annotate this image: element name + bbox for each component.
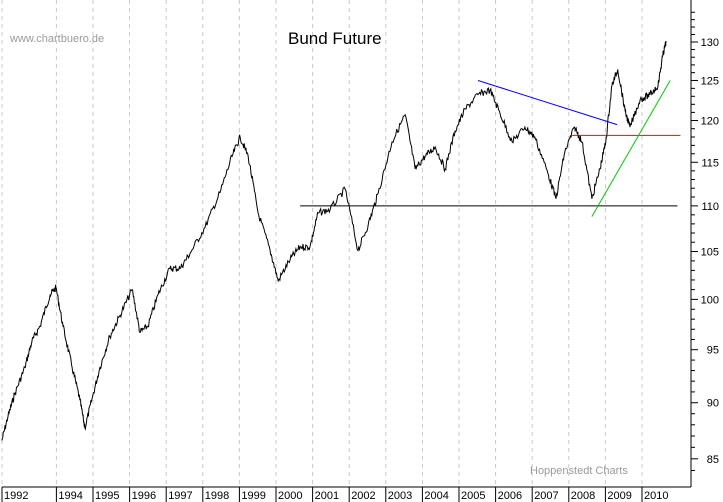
x-tick-label: 1996: [132, 490, 156, 502]
x-axis-labels: 1992 1994 1995 1996 1997 1998 1999 2000 2001 2002…: [1, 487, 668, 502]
year-grid: [1, 0, 643, 487]
watermark-top: www.chartbuero.de: [9, 33, 104, 45]
x-tick-label: 1997: [168, 490, 192, 502]
y-tick-label: 125: [701, 75, 719, 87]
x-tick-label: 2010: [644, 490, 668, 502]
x-tick-label: 2008: [571, 490, 595, 502]
x-tick-label: 1999: [241, 490, 265, 502]
y-tick-label: 115: [701, 157, 719, 169]
x-tick-label: 1994: [58, 490, 82, 502]
y-tick-label: 130: [701, 37, 719, 49]
x-tick-label: 2002: [351, 490, 375, 502]
x-tick-label: 2001: [315, 490, 339, 502]
x-tick-label: 2007: [534, 490, 558, 502]
y-tick-label: 120: [701, 116, 719, 128]
y-tick-label: 105: [701, 247, 719, 259]
trendlines: [300, 79, 681, 217]
x-tick-label: 1995: [95, 490, 119, 502]
y-tick-label: 95: [707, 345, 719, 357]
x-tick-label: 2005: [461, 490, 485, 502]
y-axis: 85 90 95 100 105 110 115 120 125 130: [691, 11, 719, 471]
chart-title: Bund Future: [288, 29, 382, 48]
trendline: [591, 80, 671, 217]
x-tick-label: 2000: [278, 490, 302, 502]
x-tick-label: 2003: [388, 490, 412, 502]
y-tick-label: 85: [707, 454, 719, 466]
y-tick-label: 100: [701, 294, 719, 306]
price-series-line: [1, 40, 667, 441]
y-tick-label: 110: [701, 201, 719, 213]
x-tick-label: 1998: [205, 490, 229, 502]
trendline: [477, 79, 618, 126]
x-tick-label: 2006: [498, 490, 522, 502]
x-tick-label: 1992: [4, 490, 28, 502]
watermark-bottom: Hoppenstedt Charts: [530, 465, 628, 477]
x-tick-label: 2004: [424, 490, 448, 502]
x-tick-label: 2009: [607, 490, 631, 502]
y-tick-label: 90: [707, 398, 719, 410]
